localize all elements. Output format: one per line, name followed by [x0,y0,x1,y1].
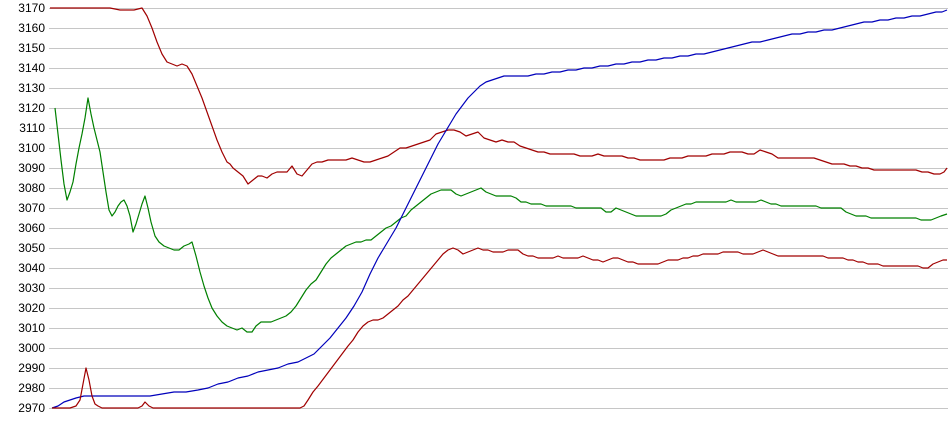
upper-red-line [50,7,948,185]
y-tick-label-3040: 3040 [18,261,45,275]
y-tick-label-3110: 3110 [19,121,45,135]
y-tick-label-3080: 3080 [18,181,45,195]
y-tick-label-3170: 3170 [18,1,45,15]
y-tick-label-3130: 3130 [18,81,45,95]
y-tick-label-3030: 3030 [18,281,45,295]
y-tick-label-3090: 3090 [18,161,45,175]
y-tick-label-2970: 2970 [18,401,45,415]
y-tick-label-3120: 3120 [18,101,45,115]
y-tick-label-3060: 3060 [18,221,45,235]
green-line [54,97,948,333]
y-tick-label-3150: 3150 [18,41,45,55]
y-tick-label-3160: 3160 [18,21,45,35]
y-tick-label-3010: 3010 [18,321,45,335]
y-tick-label-3140: 3140 [18,61,45,75]
y-tick-label-3020: 3020 [18,301,45,315]
blue-line [51,9,948,409]
y-tick-label-3100: 3100 [18,141,45,155]
y-tick-label-3070: 3070 [18,201,45,215]
y-tick-label-3050: 3050 [18,241,45,255]
y-tick-label-2980: 2980 [18,381,45,395]
y-tick-label-3000: 3000 [18,341,45,355]
lower-red-line [52,247,947,409]
y-tick-label-2990: 2990 [18,361,45,375]
